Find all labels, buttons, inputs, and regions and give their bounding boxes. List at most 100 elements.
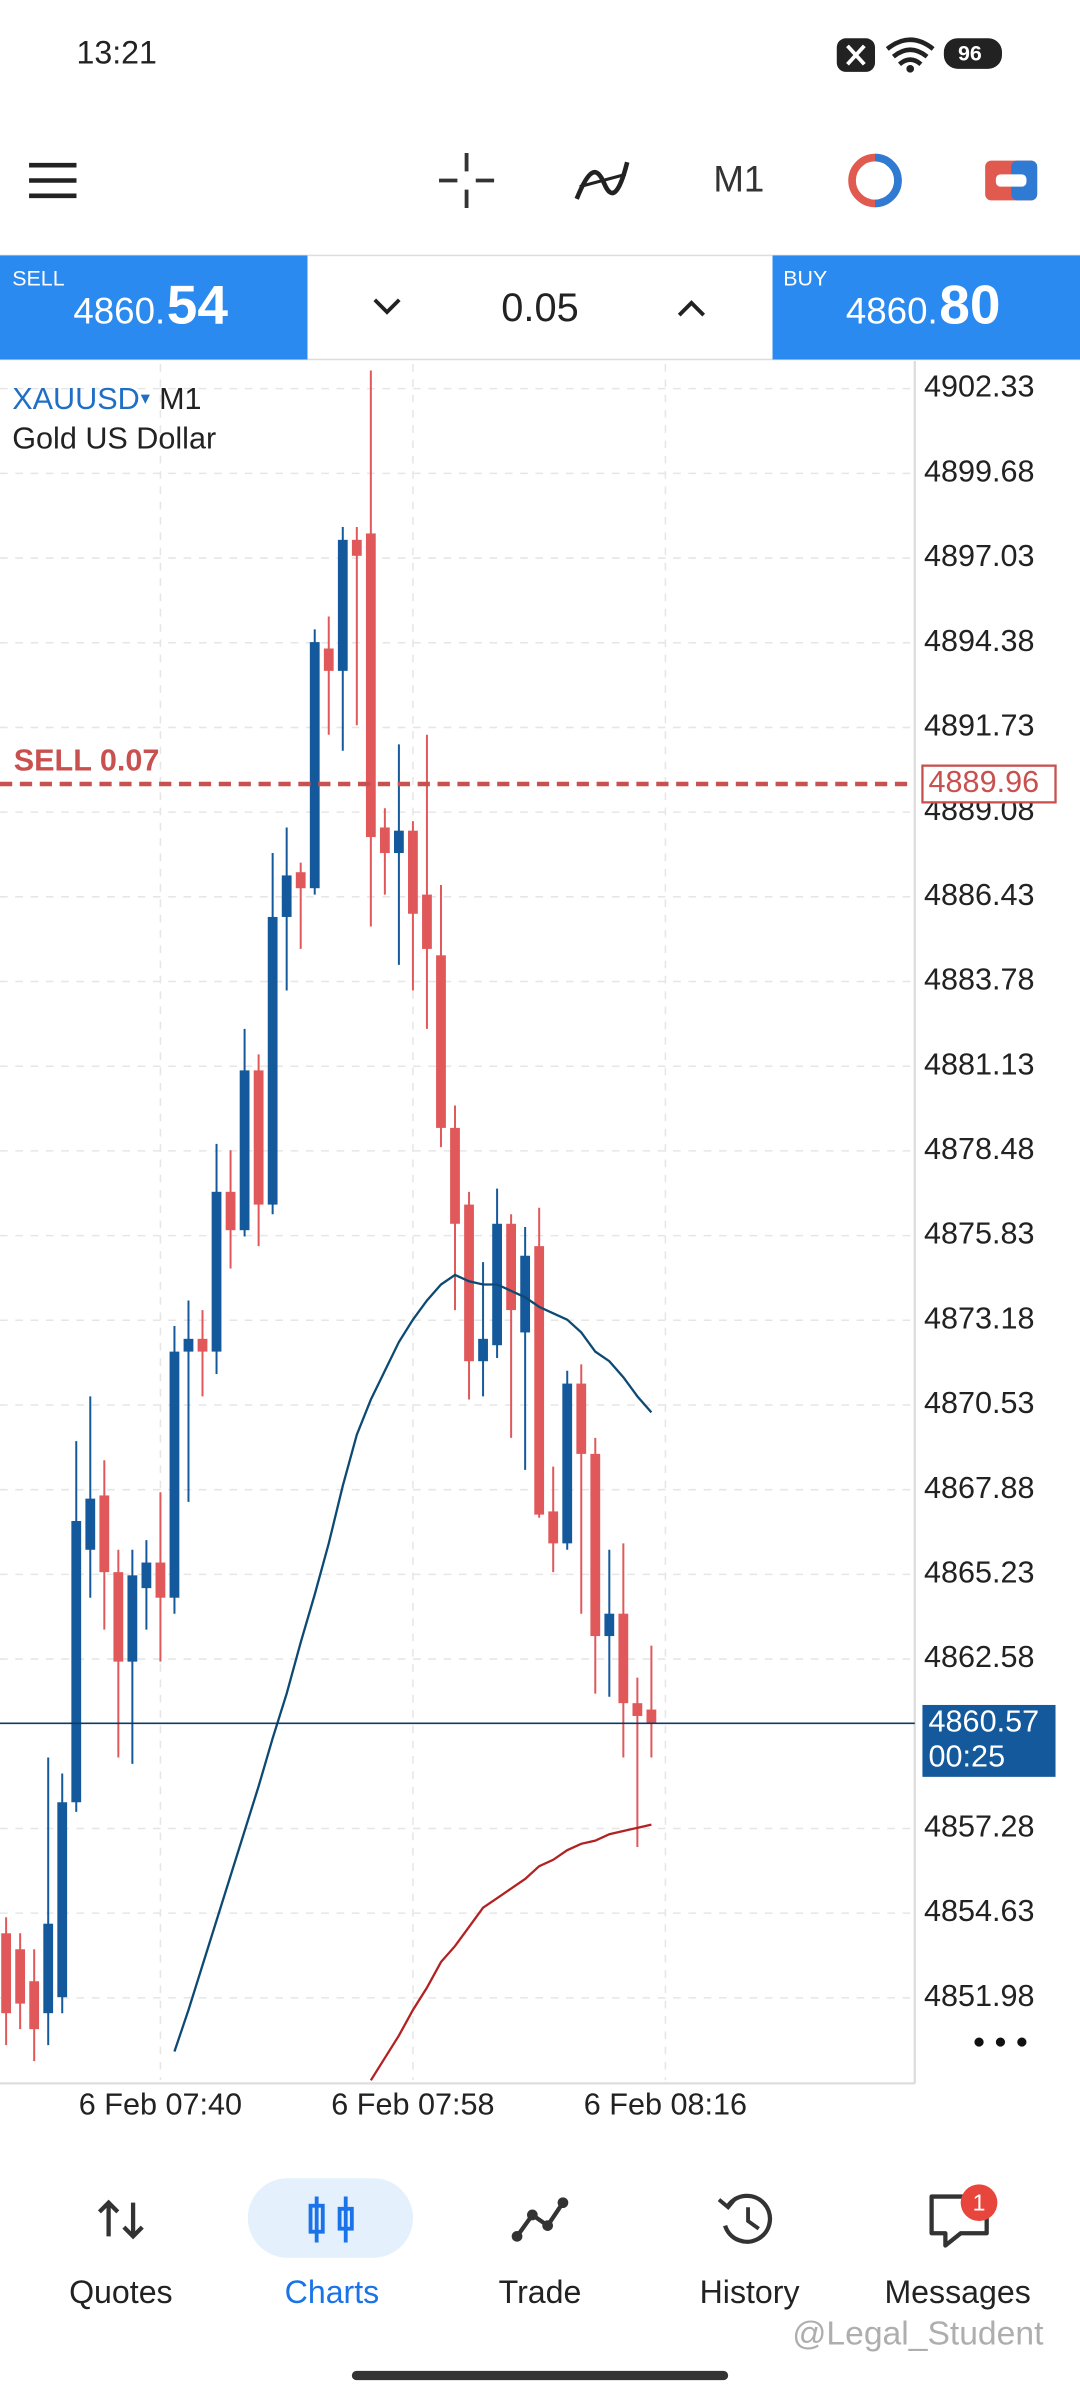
nav-label[interactable]: Trade	[499, 2274, 582, 2310]
plot-area	[1, 370, 657, 2081]
candle-body	[590, 1453, 601, 1637]
y-tick-label: 4851.98	[924, 1979, 1035, 2013]
trade-icon[interactable]	[511, 2197, 569, 2242]
candle-body	[351, 539, 362, 556]
candle-body	[548, 1511, 559, 1544]
symbol-dropdown[interactable]	[140, 394, 150, 404]
candle-body	[1, 1933, 12, 2014]
y-tick-label: 4899.68	[924, 454, 1035, 488]
nav-label[interactable]: Quotes	[69, 2274, 173, 2310]
nav-label[interactable]: History	[700, 2274, 800, 2310]
y-tick-label: 4883.78	[924, 963, 1035, 997]
candle-body	[71, 1521, 82, 1803]
candle-body	[15, 1949, 26, 2004]
candle-body	[127, 1575, 138, 1662]
lot-decrease[interactable]	[373, 298, 401, 315]
messages-badge: 1	[973, 2189, 986, 2215]
y-tick-label: 4881.13	[924, 1047, 1035, 1081]
sell-price-main: 4860.	[73, 290, 165, 331]
trade-mode-button[interactable]	[985, 160, 1038, 201]
candle-body	[183, 1338, 194, 1352]
candle-body	[197, 1338, 208, 1352]
y-tick-label: 4865.23	[924, 1555, 1035, 1589]
candle-body	[155, 1562, 166, 1598]
y-tick-label: 4870.53	[924, 1386, 1035, 1420]
lot-increase[interactable]	[677, 300, 706, 317]
candle-body	[632, 1703, 643, 1716]
y-tick-label: 4875.83	[924, 1217, 1035, 1251]
buy-button[interactable]	[772, 255, 1080, 360]
lot-size[interactable]: 0.05	[501, 286, 578, 330]
nav-label[interactable]: Charts	[285, 2274, 380, 2310]
moving-average	[173, 1273, 653, 2052]
y-tick-label: 4867.88	[924, 1471, 1035, 1505]
candle-body	[43, 1923, 54, 2014]
quotes-icon[interactable]	[97, 2199, 144, 2240]
y-tick-label: 4894.38	[924, 624, 1035, 658]
candle-body	[57, 1802, 68, 1998]
watermark: @Legal_Student	[792, 2316, 1044, 2353]
moving-average	[369, 1823, 652, 2081]
candle-body	[478, 1338, 488, 1362]
candle-body	[436, 955, 446, 1128]
x-tick-label: 6 Feb 08:16	[584, 2087, 747, 2121]
candle-body	[211, 1191, 222, 1352]
sell-button[interactable]	[0, 255, 308, 360]
messages-icon[interactable]	[929, 2184, 998, 2248]
buy-label: BUY	[783, 267, 827, 291]
y-tick-label: 4886.43	[924, 878, 1035, 912]
more-button[interactable]	[974, 2037, 1027, 2047]
one-click-button[interactable]	[848, 153, 902, 208]
x-tick-label: 6 Feb 07:40	[79, 2087, 242, 2121]
y-tick-label: 4854.63	[924, 1894, 1035, 1928]
candle-body	[534, 1246, 545, 1515]
candle-body	[169, 1351, 180, 1598]
candle-body	[113, 1572, 124, 1662]
candle-body	[141, 1562, 152, 1589]
order-label: SELL 0.07	[14, 744, 160, 778]
crosshair-button[interactable]	[439, 152, 495, 209]
candle-body	[99, 1495, 110, 1573]
charts-icon[interactable]	[308, 2196, 354, 2243]
symbol-description: Gold US Dollar	[12, 422, 216, 456]
candle-body	[309, 642, 320, 889]
sell-price-big: 54	[167, 274, 229, 336]
status-time: 13:21	[76, 35, 156, 71]
y-tick-label: 4902.33	[924, 370, 1035, 404]
buy-price-main: 4860.	[846, 290, 938, 331]
order-price-box	[921, 764, 1057, 804]
timeframe-button[interactable]: M1	[713, 159, 764, 200]
bid-price: 4860.57	[929, 1704, 1040, 1738]
candle-body	[337, 539, 348, 671]
y-tick-label: 4857.28	[924, 1810, 1035, 1844]
candle-body	[464, 1204, 474, 1362]
history-icon[interactable]	[717, 2193, 773, 2244]
candle-body	[323, 648, 334, 671]
y-tick-label: 4897.03	[924, 539, 1035, 573]
candle-body	[253, 1070, 264, 1205]
symbol[interactable]: XAUUSD	[12, 382, 139, 416]
candle-body	[267, 916, 278, 1205]
candle-body	[604, 1613, 615, 1637]
candle-body	[394, 830, 404, 854]
candle-body	[576, 1383, 587, 1454]
candle-body	[365, 533, 376, 838]
y-tick-label: 4873.18	[924, 1301, 1035, 1335]
indicators-button[interactable]	[574, 161, 630, 200]
y-tick-label: 4862.58	[924, 1640, 1035, 1674]
bottom-nav: Quotes Charts Trade History Messages	[69, 2274, 1031, 2310]
nav-label[interactable]: Messages	[884, 2274, 1030, 2310]
candle-body	[646, 1709, 657, 1724]
status-icons	[836, 37, 1002, 73]
menu-button[interactable]	[29, 162, 77, 199]
candle-body	[85, 1498, 96, 1550]
order-price: 4889.96	[929, 765, 1040, 799]
candle-body	[618, 1613, 629, 1704]
chart: 4902.33 4899.68 4897.03 4894.38 4891.73 4889.…	[0, 360, 1057, 2121]
buy-price-big: 80	[939, 274, 1000, 336]
x-tick-label: 6 Feb 07:58	[331, 2087, 494, 2121]
candle-body	[422, 894, 432, 949]
battery-level: 96	[958, 42, 982, 66]
